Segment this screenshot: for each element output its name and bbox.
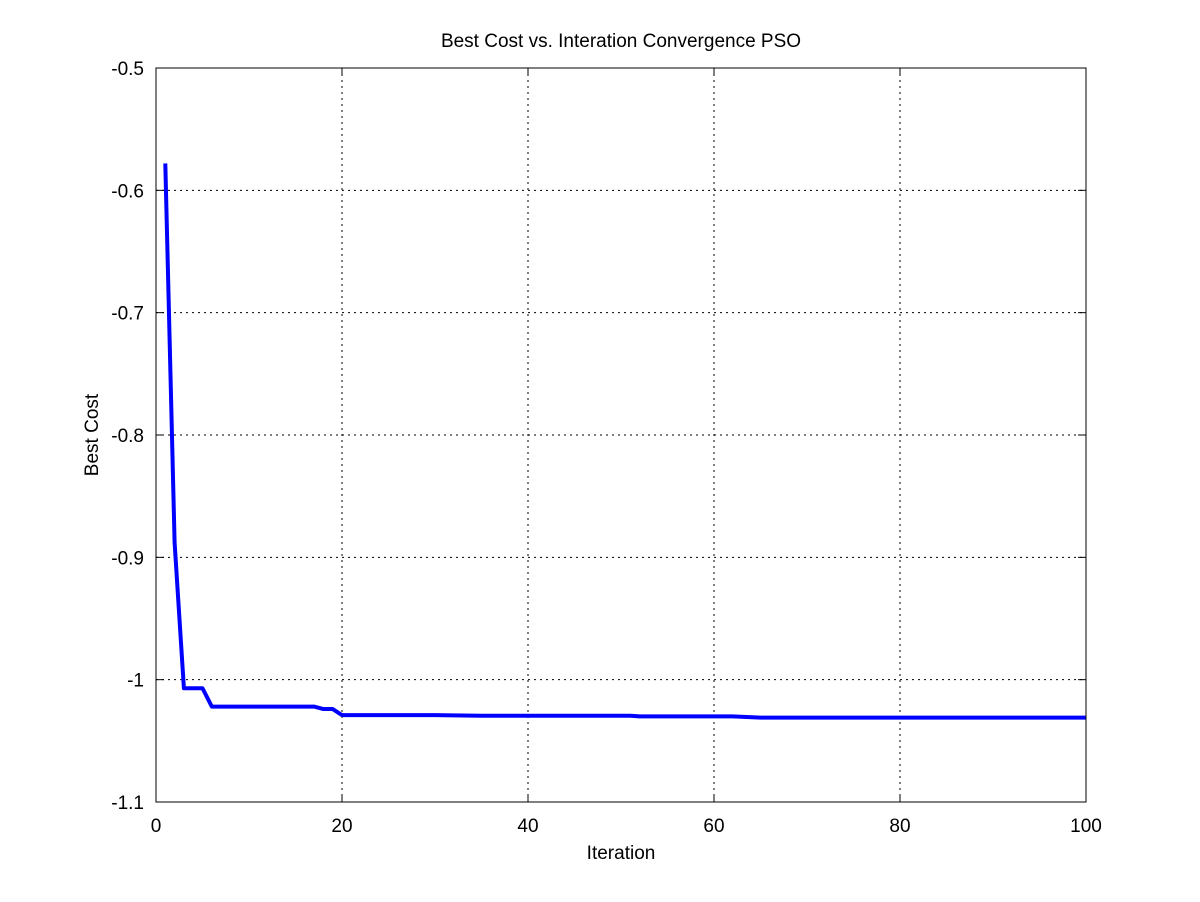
x-axis-label: Iteration bbox=[587, 843, 656, 864]
grid-lines bbox=[156, 68, 1086, 802]
x-tick-label: 80 bbox=[889, 816, 910, 837]
y-tick-label: -0.5 bbox=[111, 59, 144, 80]
y-tick-label: -1 bbox=[127, 671, 144, 692]
x-tick-label: 60 bbox=[703, 816, 724, 837]
y-axis-label: Best Cost bbox=[82, 393, 103, 476]
y-tick-label: -1.1 bbox=[111, 793, 144, 814]
y-tick-label: -0.7 bbox=[111, 304, 144, 325]
axis-ticks bbox=[155, 67, 1087, 803]
x-tick-label: 20 bbox=[331, 816, 352, 837]
y-tick-label: -0.8 bbox=[111, 426, 144, 447]
y-tick-label: -0.9 bbox=[111, 548, 144, 569]
y-tick-label: -0.6 bbox=[111, 181, 144, 202]
chart-title: Best Cost vs. Interation Convergence PSO bbox=[441, 31, 801, 52]
series-layer bbox=[163, 163, 1086, 720]
x-tick-labels: 0 20 40 60 80 100 bbox=[151, 816, 1102, 837]
x-tick-label: 40 bbox=[517, 816, 538, 837]
y-tick-labels: -1.1 -1 -0.9 -0.8 -0.7 -0.6 -0.5 bbox=[111, 59, 144, 814]
x-tick-label: 0 bbox=[151, 816, 162, 837]
series-line bbox=[163, 163, 1086, 720]
x-tick-label: 100 bbox=[1070, 816, 1102, 837]
